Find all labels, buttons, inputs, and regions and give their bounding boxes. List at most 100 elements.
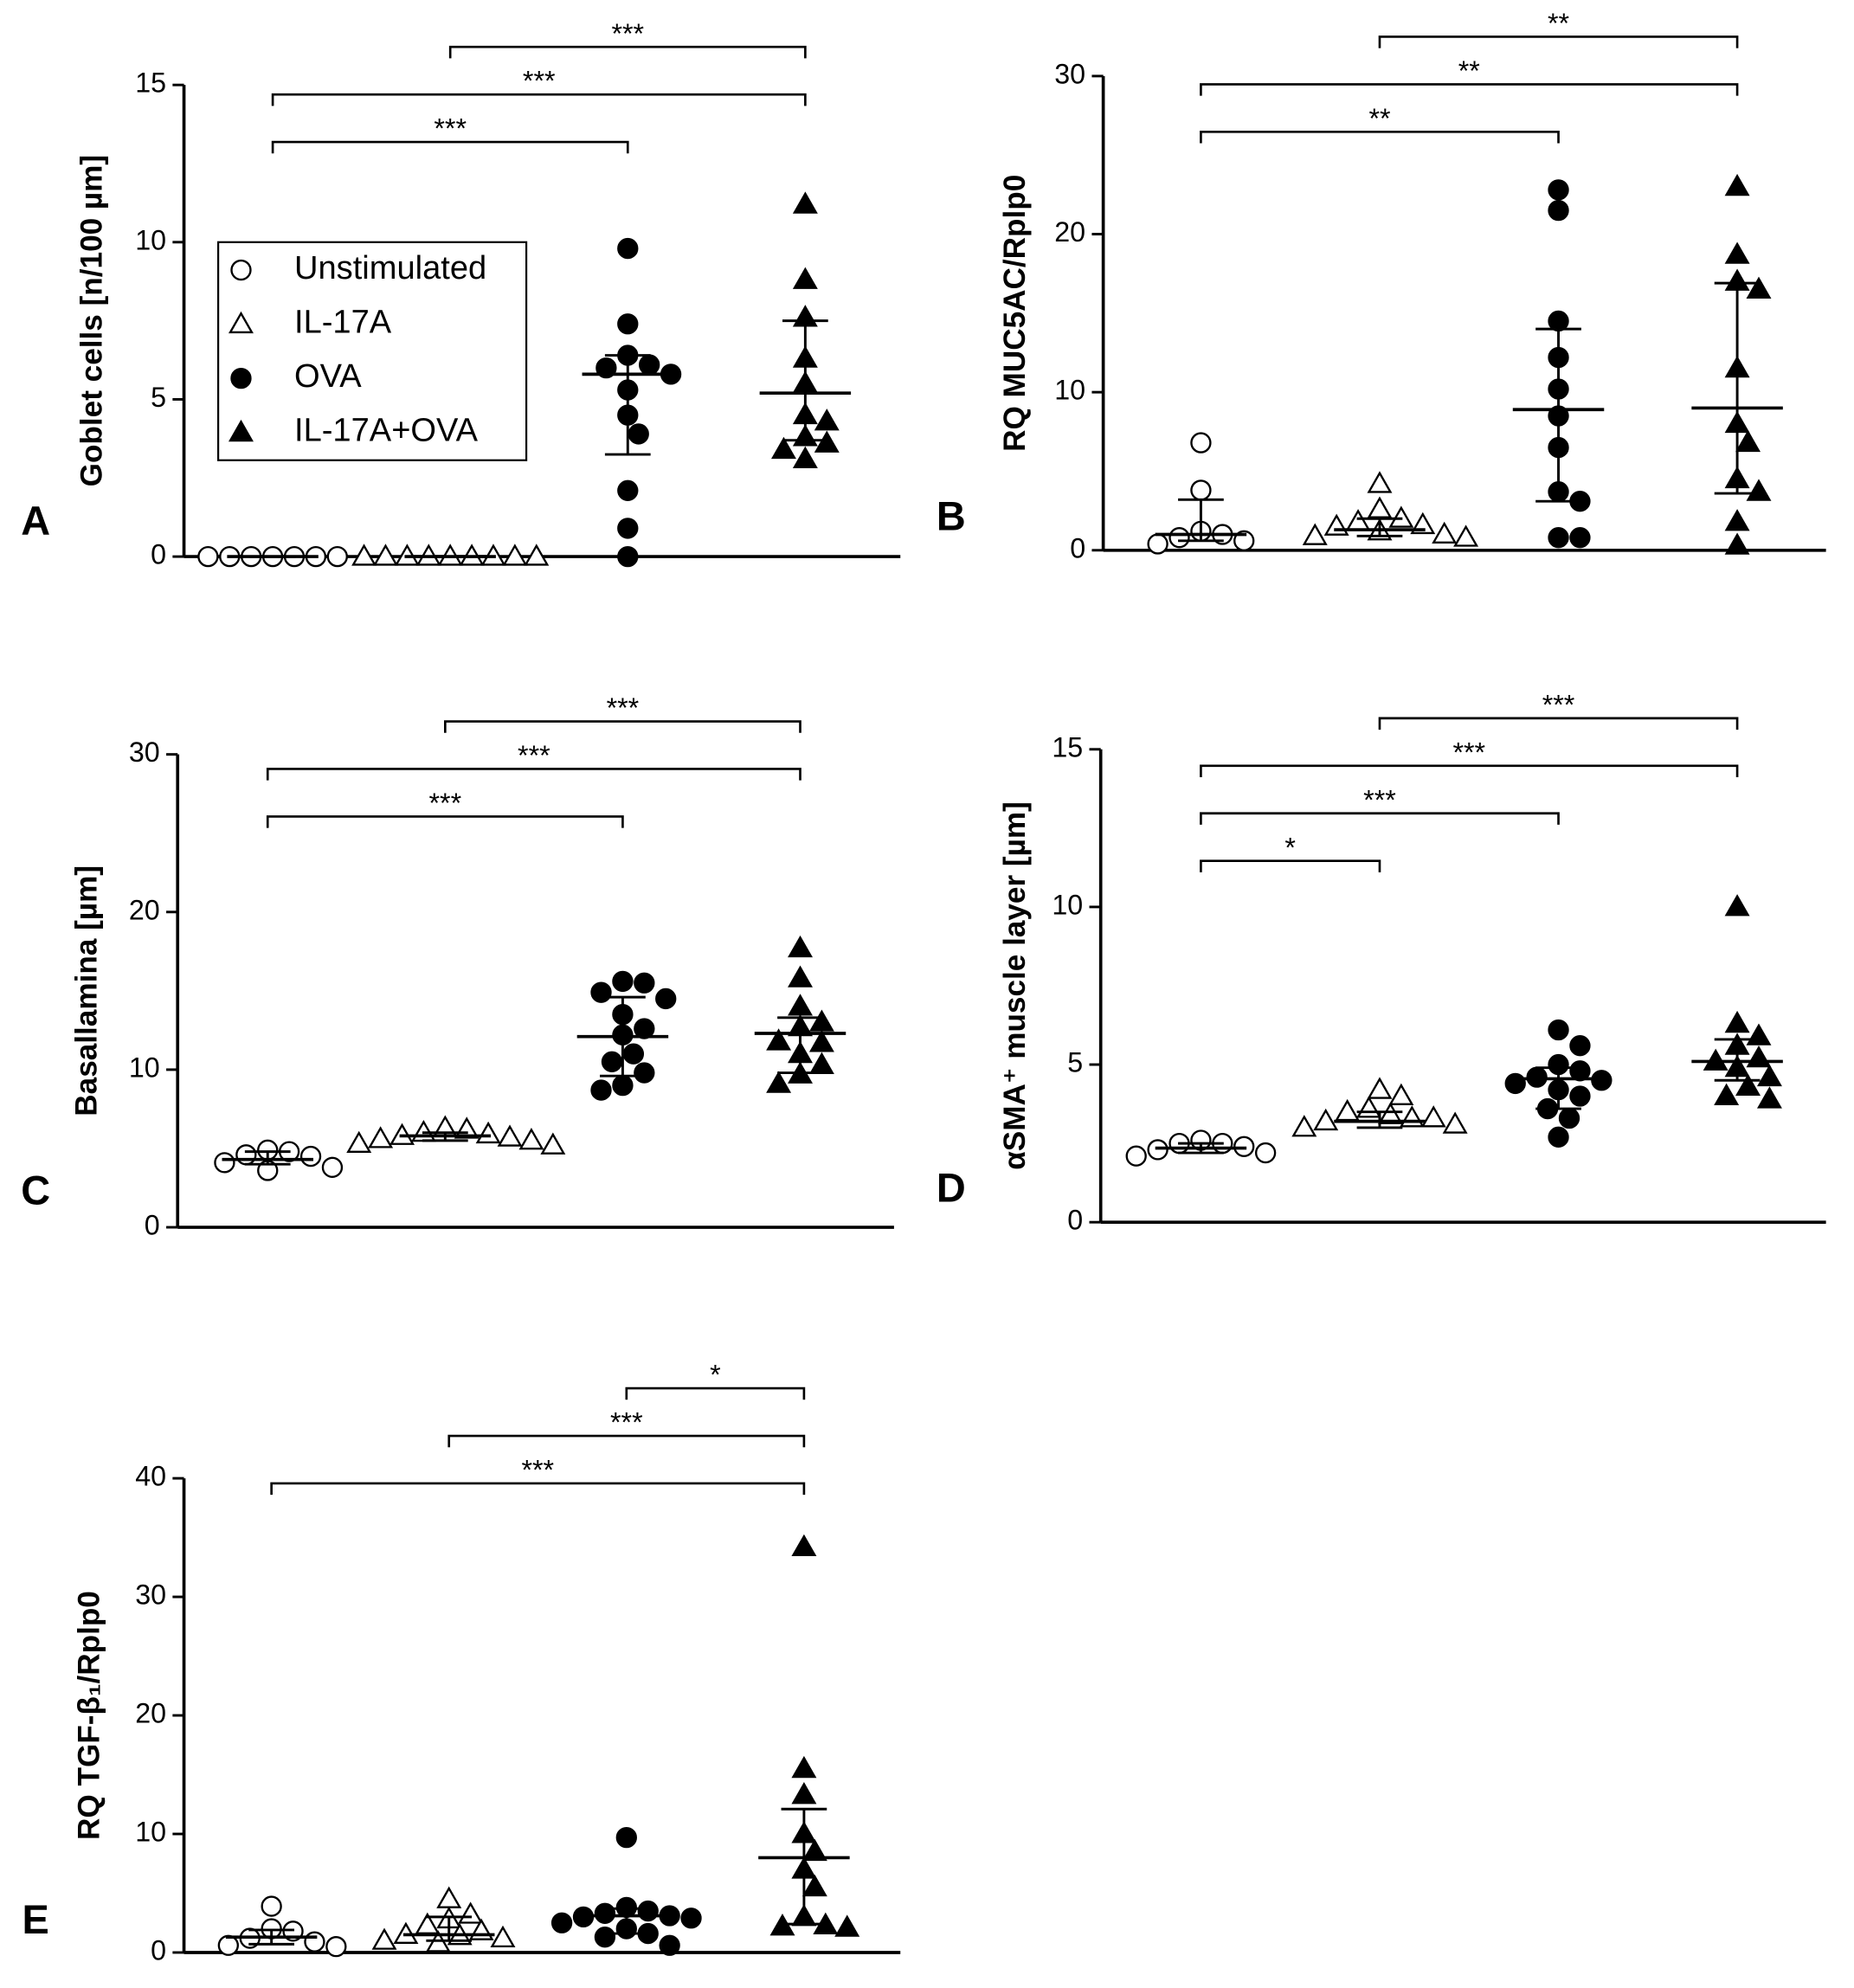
data-point [502, 544, 528, 566]
data-point [791, 1534, 817, 1557]
data-point [680, 1908, 702, 1929]
legend-label: Unstimulated [294, 250, 486, 286]
significance-bracket [625, 1386, 806, 1400]
significance-label: *** [523, 66, 556, 97]
panel-label: D [937, 1166, 966, 1211]
data-point [368, 1126, 394, 1148]
data-point [634, 1018, 655, 1039]
data-point [326, 545, 348, 568]
data-point [808, 1030, 834, 1052]
data-point [622, 1043, 645, 1065]
data-point [1190, 432, 1212, 454]
data-point [617, 313, 639, 335]
data-point [1724, 532, 1750, 555]
data-point [801, 1874, 827, 1897]
significance-bracket [1200, 812, 1560, 825]
significance-bracket [266, 768, 801, 781]
data-point [814, 430, 840, 453]
data-point [637, 1900, 659, 1922]
data-point [299, 1145, 322, 1168]
data-point [1569, 1060, 1591, 1082]
data-point [235, 1144, 257, 1166]
data-point [1548, 179, 1569, 201]
y-axis-label: Basallamina [µm] [69, 865, 103, 1116]
data-point [1190, 479, 1212, 501]
y-tick-label: 10 [135, 224, 166, 255]
y-tick-label: 10 [1052, 889, 1083, 920]
data-point [518, 1128, 544, 1150]
data-point [801, 1838, 827, 1862]
data-point [1335, 1098, 1361, 1122]
error-bar [604, 354, 651, 456]
significance-label: *** [611, 18, 644, 49]
data-point [346, 1130, 372, 1154]
data-point [1724, 173, 1750, 196]
y-tick-label: 5 [1067, 1047, 1083, 1078]
data-point [351, 544, 377, 566]
y-tick-label: 20 [135, 1698, 166, 1729]
data-point [458, 1901, 484, 1924]
data-point [1168, 527, 1190, 549]
data-point [601, 1051, 623, 1072]
significance-bracket [448, 45, 807, 59]
y-tick-label: 40 [135, 1461, 166, 1492]
legend-label: IL-17A [294, 305, 392, 341]
error-bar [781, 1807, 827, 1926]
significance-label: *** [1452, 737, 1485, 768]
legend-marker [229, 311, 254, 334]
data-point [1746, 276, 1772, 299]
legend-marker [230, 259, 252, 281]
significance-bracket [271, 93, 807, 106]
data-point [497, 1124, 523, 1147]
data-point [214, 1152, 235, 1174]
error-bar [603, 1907, 650, 1935]
data-point [1367, 471, 1393, 493]
data-point [792, 191, 818, 214]
data-point [1746, 1045, 1772, 1068]
significance-label: *** [429, 788, 462, 819]
y-tick-label: 30 [1054, 58, 1085, 89]
data-point [1323, 513, 1349, 536]
significance-label: *** [434, 113, 467, 145]
significance-label: *** [1542, 689, 1575, 720]
data-point [1388, 1083, 1414, 1105]
significance-label: ** [1368, 103, 1391, 134]
error-bar [777, 1016, 823, 1075]
legend: Unstimulated IL-17A OVA IL-17A+OVA [217, 241, 528, 461]
legend-marker [229, 419, 254, 442]
significance-label: ** [1548, 8, 1570, 39]
data-point [612, 970, 634, 993]
y-axis-label: RQ TGF-β₁/Rplp0 [72, 1591, 106, 1840]
data-point [325, 1935, 347, 1958]
data-point [1548, 1019, 1569, 1041]
y-tick-label: 15 [135, 68, 166, 99]
significance-bracket [266, 815, 624, 828]
y-tick-label: 0 [1067, 1205, 1083, 1236]
data-point [770, 436, 796, 460]
data-point [197, 545, 219, 568]
data-point [617, 545, 639, 568]
data-point [1756, 1064, 1782, 1087]
data-point [628, 423, 649, 445]
significance-label: *** [518, 740, 550, 771]
data-point [1302, 523, 1328, 545]
data-point [634, 972, 655, 994]
data-point [540, 1132, 566, 1155]
data-point [1724, 894, 1750, 917]
data-point [788, 965, 813, 988]
data-point [659, 1934, 680, 1956]
significance-bracket [270, 1482, 806, 1496]
data-point [655, 988, 677, 1010]
data-point [1558, 1107, 1580, 1129]
data-point [1388, 505, 1414, 528]
data-point [321, 1156, 344, 1178]
legend-label: IL-17A+OVA [294, 413, 479, 449]
data-point [1724, 509, 1750, 531]
data-point [1442, 1111, 1468, 1134]
data-point [1399, 1105, 1425, 1128]
y-tick-label: 0 [151, 539, 166, 570]
legend-box [217, 241, 528, 461]
data-point [475, 1121, 501, 1144]
panel-label: A [21, 499, 50, 544]
